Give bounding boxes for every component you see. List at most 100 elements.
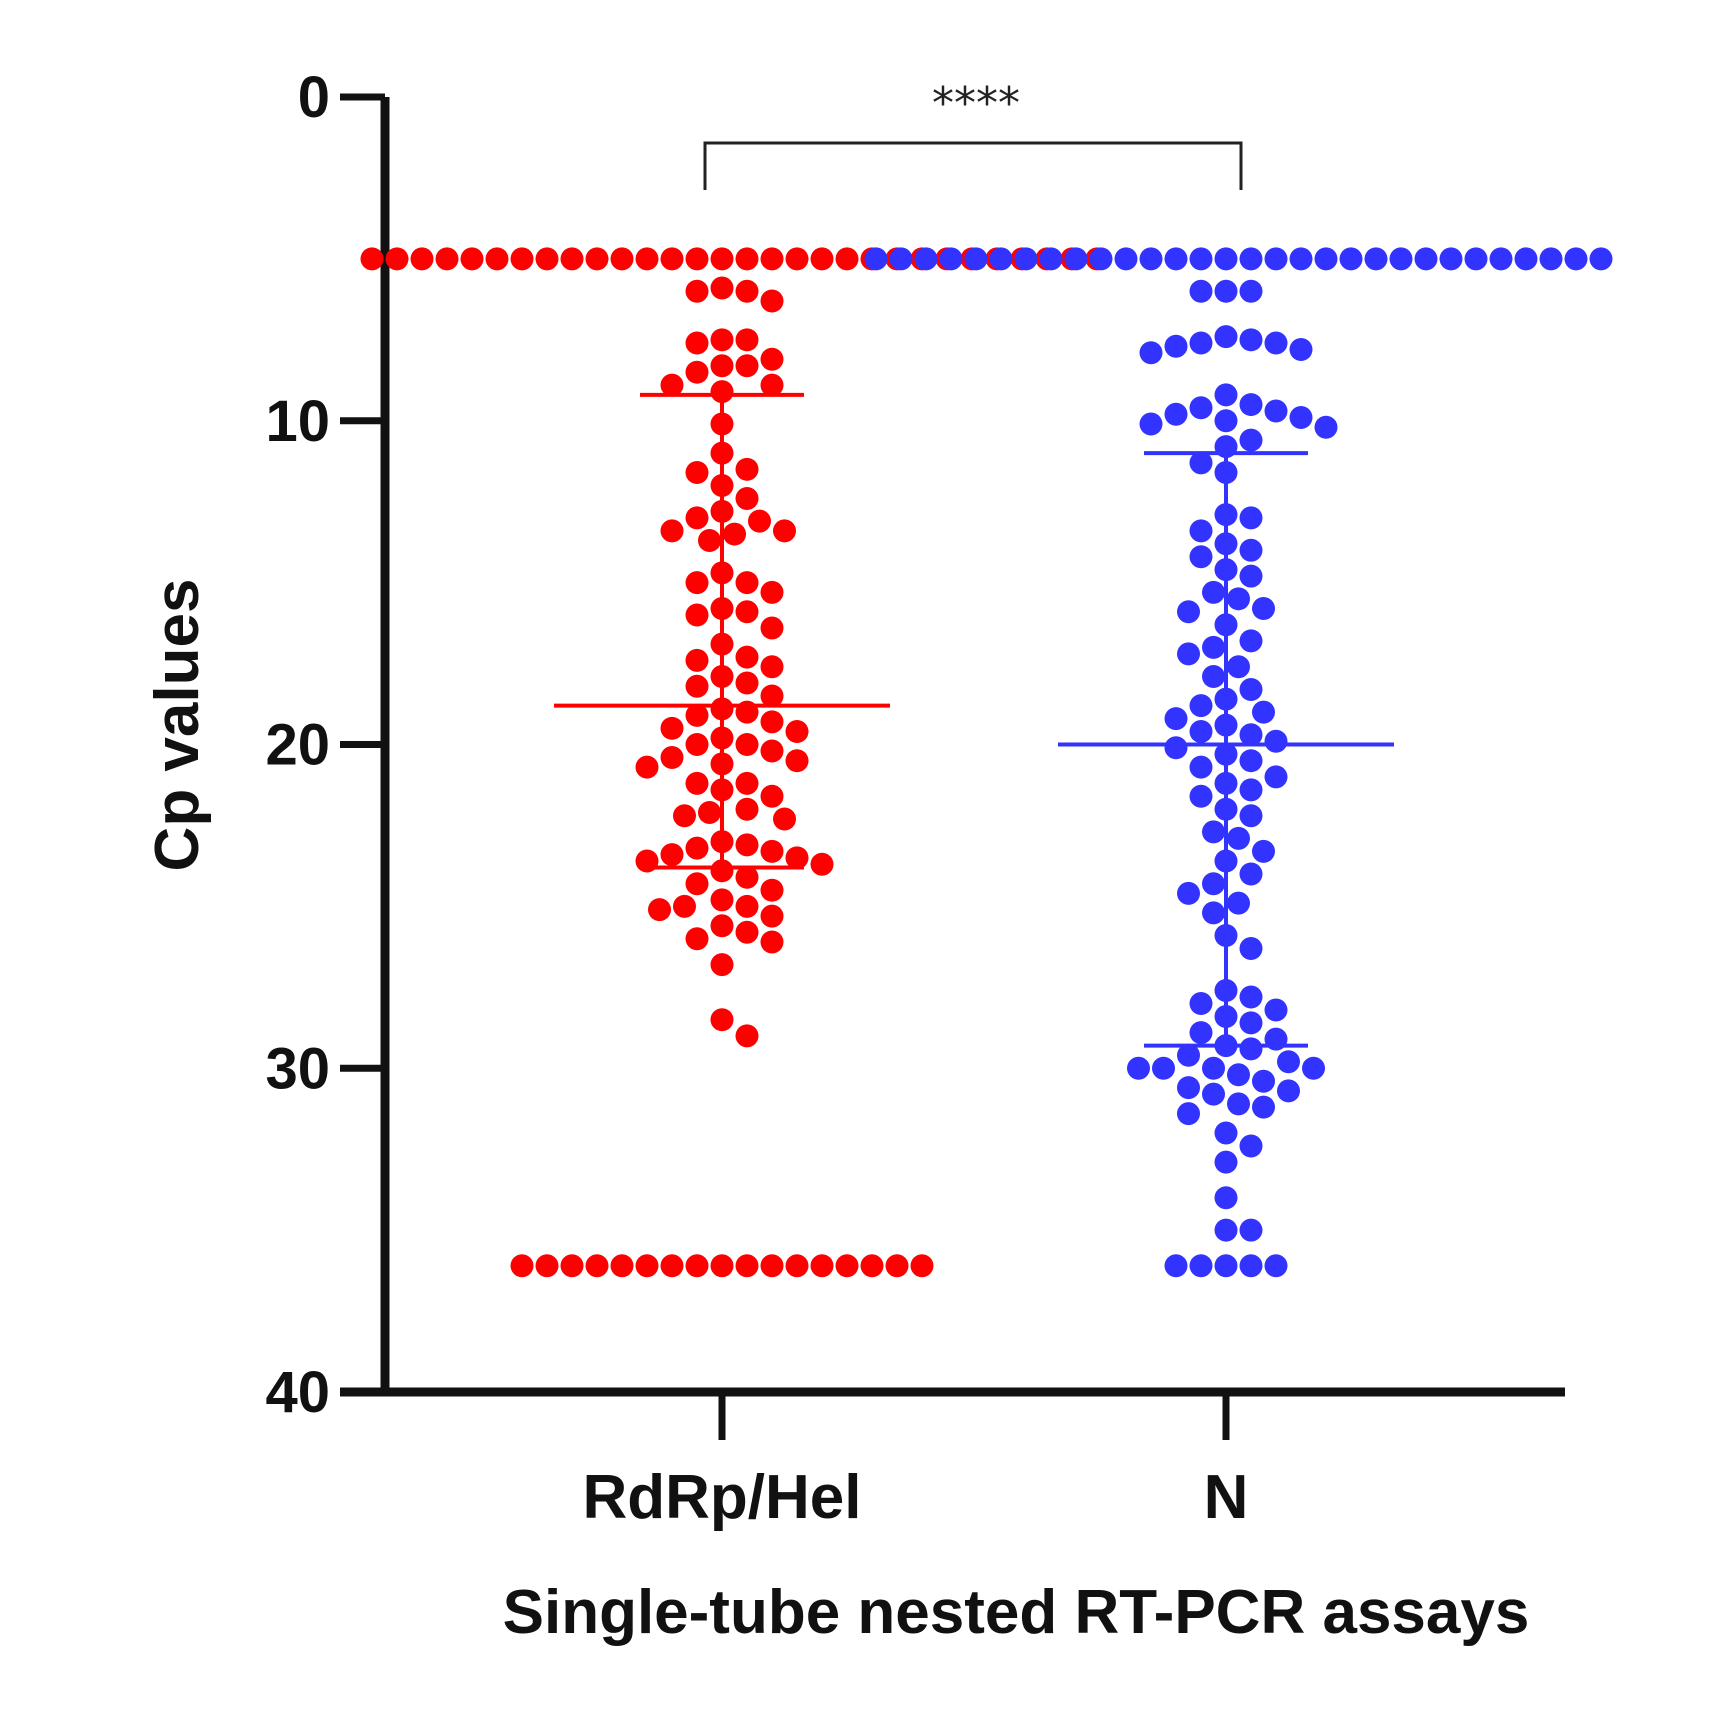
data-point [1189,451,1213,475]
data-point [1239,749,1263,773]
data-point [785,720,809,744]
data-point [660,716,684,740]
data-point [735,354,759,378]
data-point [1239,936,1263,960]
data-point [610,247,634,271]
data-point [1214,325,1238,349]
data-point [660,373,684,397]
data-point [1227,826,1250,850]
data-point [660,1254,684,1278]
data-point [735,894,759,918]
data-point [685,571,709,595]
data-point [760,580,784,604]
data-point [360,247,384,271]
data-point [1214,247,1238,271]
significance-bracket-line [703,141,1243,190]
data-point [723,522,746,546]
data-point [1114,247,1138,271]
data-point [1214,383,1238,407]
data-point [710,859,734,883]
data-point [535,247,559,271]
data-point [1239,1011,1263,1035]
data-point [1252,1095,1275,1119]
data-point [1464,247,1488,271]
data-point [1189,1254,1213,1278]
data-point [835,247,859,271]
data-point [735,797,759,821]
data-point [1289,338,1313,362]
data-point [660,843,684,867]
data-point [760,739,784,763]
data-point [385,247,409,271]
data-point [1239,328,1263,352]
data-point [685,461,709,485]
y-tick-label: 0 [298,65,330,130]
data-point [698,529,721,553]
data-point [1139,341,1163,365]
data-point [710,247,734,271]
data-point [1039,247,1063,271]
data-point [585,1254,609,1278]
data-point [1539,247,1563,271]
x-category-label: RdRp/Hel [583,1463,862,1532]
data-point [685,771,709,795]
data-point [1239,1218,1263,1242]
data-point [710,276,734,300]
data-point [735,671,759,695]
data-point [1164,736,1188,760]
data-point [1252,700,1275,724]
data-point [1264,998,1288,1022]
y-tick-label: 10 [265,389,330,454]
data-point [1189,396,1213,420]
y-tick-label: 20 [265,713,330,778]
data-point [1164,1254,1188,1278]
data-point [648,898,671,922]
data-point [1227,655,1250,679]
data-point [1202,1082,1225,1106]
data-point [1227,891,1250,915]
data-point [585,247,609,271]
data-point [1252,1069,1275,1093]
data-point [1239,862,1263,886]
x-ticks: RdRp/Hel N [583,1392,1248,1532]
data-point [735,865,759,889]
data-point [685,360,709,384]
data-point [685,506,709,530]
data-point [773,519,796,543]
significance-label: **** [932,78,1020,129]
data-point [810,247,834,271]
data-point [760,616,784,640]
data-point [560,1254,584,1278]
data-point [735,247,759,271]
data-point [685,331,709,355]
data-point [1314,247,1338,271]
data-point [1364,247,1388,271]
data-point [1389,247,1413,271]
data-point [735,571,759,595]
data-point [1189,545,1213,569]
data-points [360,247,1613,1278]
data-point [760,373,784,397]
data-point [410,247,434,271]
data-point [773,807,796,831]
data-point [735,920,759,944]
data-point [1189,720,1213,744]
data-point [660,519,684,543]
data-point [1177,881,1200,905]
data-point [1227,1092,1250,1116]
data-point [535,1254,559,1278]
data-point [635,1254,659,1278]
data-point [760,289,784,313]
data-point [685,603,709,627]
data-point [1189,1021,1213,1045]
data-point [735,486,759,510]
data-point [660,745,684,769]
data-point [685,648,709,672]
data-point [685,836,709,860]
data-point [710,354,734,378]
data-point [735,1254,759,1278]
data-point [1177,1102,1200,1126]
data-point [1277,1079,1300,1103]
data-point [760,247,784,271]
data-point [1214,279,1238,303]
